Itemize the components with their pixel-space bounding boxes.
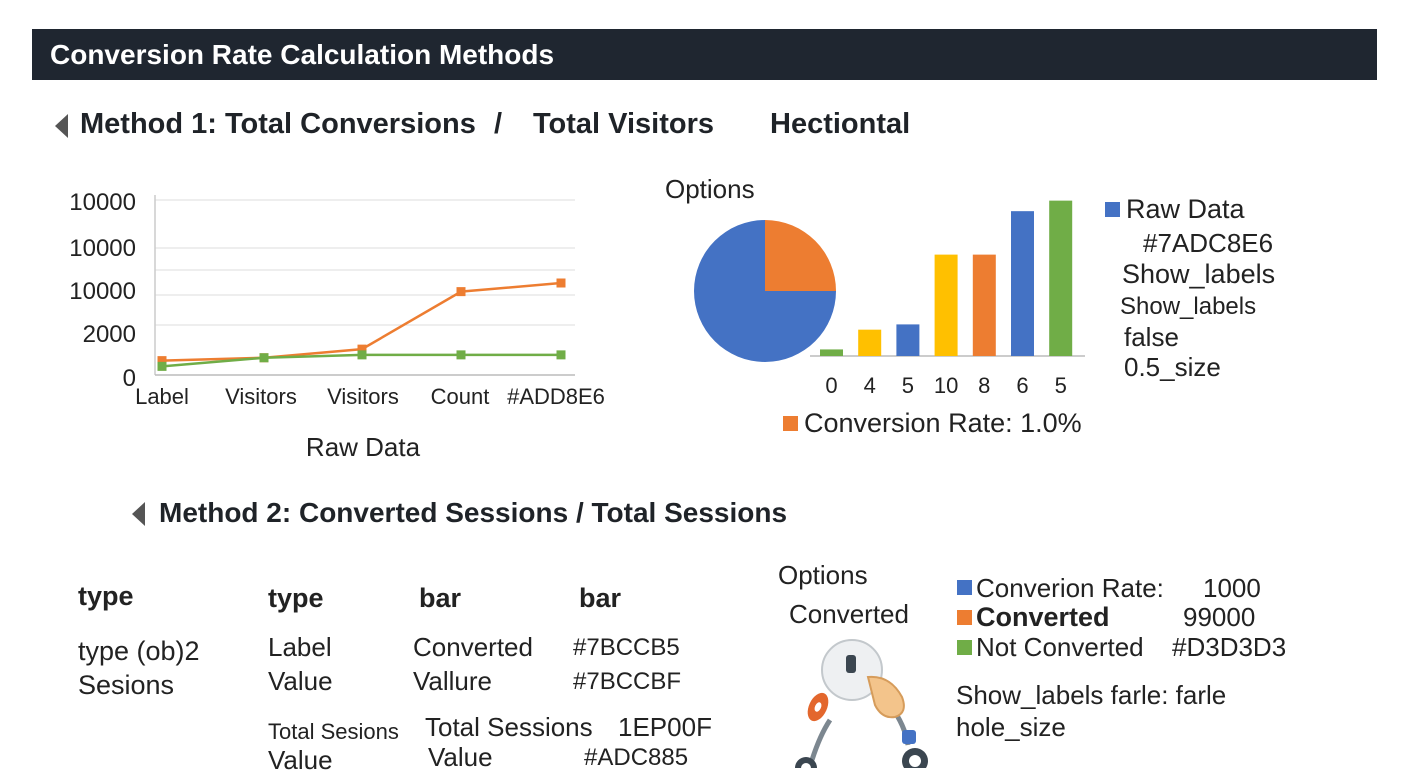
table-cell: Converted xyxy=(413,632,533,662)
collapse-arrow-icon[interactable] xyxy=(132,502,145,526)
data-point xyxy=(556,278,566,288)
y-tick-label: 10000 xyxy=(69,235,136,262)
options-note-2: hole_size xyxy=(956,712,1066,742)
bar-tick-label: 8 xyxy=(978,373,990,398)
bar-tick-label: 4 xyxy=(864,373,876,398)
data-point xyxy=(456,287,466,297)
bar xyxy=(972,254,996,356)
x-tick-label: Count xyxy=(431,384,490,409)
method2-heading: Method 2: Converted Sessions / Total Ses… xyxy=(159,497,788,528)
legend-swatch-not-converted xyxy=(957,640,972,655)
bar xyxy=(896,324,920,356)
bar-chart: 0 4 5 10 8 6 5 xyxy=(810,200,1085,398)
table-cell: 1EP00F xyxy=(618,712,712,742)
bar xyxy=(820,349,843,356)
pie-slice xyxy=(694,220,836,362)
option-color: #7ADC8E6 xyxy=(1143,228,1274,258)
bar-tick-label: 5 xyxy=(1055,373,1067,398)
options-title: Options xyxy=(778,560,868,590)
bar-tick-label: 10 xyxy=(934,373,958,398)
table-cell: Total Sesions xyxy=(268,719,399,744)
table-cell: #ADC885 xyxy=(584,744,689,771)
y-tick-label: 2000 xyxy=(83,321,136,348)
legend-label-conversion-rate: Converion Rate: xyxy=(976,573,1164,603)
table-cell: Value xyxy=(268,666,333,696)
data-point xyxy=(357,344,367,354)
legend-label-not-converted: Not Converted xyxy=(976,632,1144,662)
pie-chart-1 xyxy=(694,220,836,362)
table-header-type-1: type xyxy=(78,581,134,611)
x-tick-label: Visitors xyxy=(225,384,297,409)
table-cell: #7BCCB5 xyxy=(573,634,680,661)
pie-slice xyxy=(765,220,836,291)
data-point xyxy=(357,350,367,360)
x-tick-label: #ADD8E6 xyxy=(507,384,605,409)
legend-swatch-converted xyxy=(957,610,972,625)
table-cell: Value xyxy=(428,742,493,772)
options-subtitle: Converted xyxy=(789,599,909,629)
legend-value-converted: 99000 xyxy=(1183,602,1256,632)
table-cell: Total Sessions xyxy=(425,712,593,742)
legend-label-converted: Converted xyxy=(976,602,1110,632)
options-note-1: Show_labels farle: farle xyxy=(956,680,1227,710)
table-header-bar-2: bar xyxy=(579,583,622,613)
method1-heading: Method 1: Total Conversions xyxy=(80,108,476,140)
legend-raw-data: Raw Data xyxy=(1126,194,1245,224)
bar xyxy=(858,329,882,356)
legend-swatch-conversion xyxy=(783,416,798,431)
bar-tick-label: 0 xyxy=(825,373,837,398)
data-point xyxy=(157,361,167,371)
legend-value-conversion-rate: 1000 xyxy=(1203,573,1261,603)
option-show-labels-2: Show_labels xyxy=(1120,293,1257,320)
x-tick-label: Label xyxy=(135,384,189,409)
bar xyxy=(1011,211,1034,356)
legend-value-not-converted: #D3D3D3 xyxy=(1172,632,1287,662)
data-point xyxy=(556,350,566,360)
legend-swatch-conversion-rate xyxy=(957,580,972,595)
pie-title: Options xyxy=(665,174,755,204)
bar xyxy=(1049,200,1073,356)
table-cell: #7BCCBF xyxy=(573,668,682,695)
page-title: Conversion Rate Calculation Methods xyxy=(32,29,1377,80)
method1-extra-label: Hectiontal xyxy=(770,108,911,140)
method1-separator: / xyxy=(494,108,503,140)
legend-conversion-rate: Conversion Rate: 1.0% xyxy=(804,408,1082,438)
table-cell: Value xyxy=(268,745,333,775)
table-left-label-2: Sesions xyxy=(78,670,175,700)
table-header-type-2: type xyxy=(268,583,324,613)
y-tick-label: 10000 xyxy=(69,189,136,216)
robot-illustration xyxy=(795,639,928,768)
table-cell: Label xyxy=(268,632,332,662)
collapse-arrow-icon[interactable] xyxy=(55,114,68,138)
table-header-bar-1: bar xyxy=(419,583,462,613)
legend-swatch-raw-data xyxy=(1105,202,1120,217)
x-axis-label: Raw Data xyxy=(306,432,421,462)
bar-tick-label: 5 xyxy=(902,373,914,398)
option-false: false xyxy=(1124,322,1179,352)
y-tick-label: 10000 xyxy=(69,278,136,305)
table-cell: Vallure xyxy=(413,666,493,696)
data-point xyxy=(157,356,167,366)
method1-heading-part2: Total Visitors xyxy=(533,108,715,140)
data-point xyxy=(259,353,269,363)
data-point xyxy=(456,350,466,360)
option-show-labels-1: Show_labels xyxy=(1122,259,1276,289)
bar-tick-label: 6 xyxy=(1016,373,1028,398)
bar xyxy=(934,254,958,356)
option-size: 0.5_size xyxy=(1124,352,1221,382)
x-tick-label: Visitors xyxy=(327,384,399,409)
table-left-label-1: type (ob)2 xyxy=(78,636,200,666)
y-tick-label: 0 xyxy=(123,365,136,392)
